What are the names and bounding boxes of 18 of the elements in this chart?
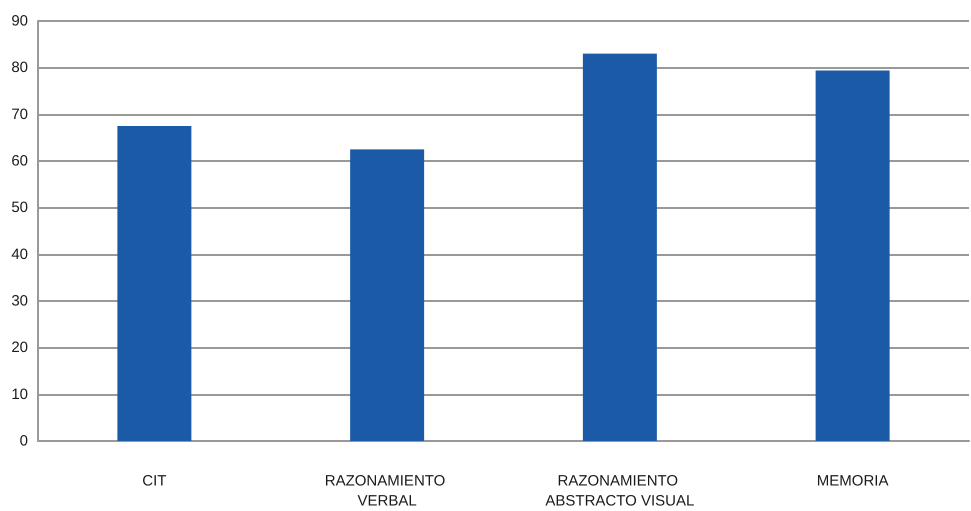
y-tick-label: 20 — [11, 339, 28, 356]
y-tick-label: 50 — [11, 199, 28, 216]
y-tick-label: 60 — [11, 152, 28, 170]
y-tick-label: 30 — [11, 292, 28, 310]
y-tick-label: 40 — [11, 246, 28, 263]
bar — [816, 70, 890, 441]
bar — [117, 126, 192, 441]
y-tick-label: 90 — [11, 12, 28, 30]
y-tick-label: 10 — [11, 386, 28, 403]
y-tick-label: 70 — [11, 106, 28, 123]
x-tick-label: MEMORIA — [816, 472, 888, 490]
y-tick-label: 80 — [11, 59, 28, 76]
x-tick-label: RAZONAMIENTO VERBAL — [324, 472, 450, 510]
x-tick-label: RAZONAMIENTO ABSTRACTO VISUAL — [545, 472, 694, 510]
bar — [350, 149, 424, 441]
bar — [582, 54, 657, 441]
x-tick-label: CIT — [142, 472, 166, 490]
y-tick-label: 0 — [20, 432, 28, 450]
